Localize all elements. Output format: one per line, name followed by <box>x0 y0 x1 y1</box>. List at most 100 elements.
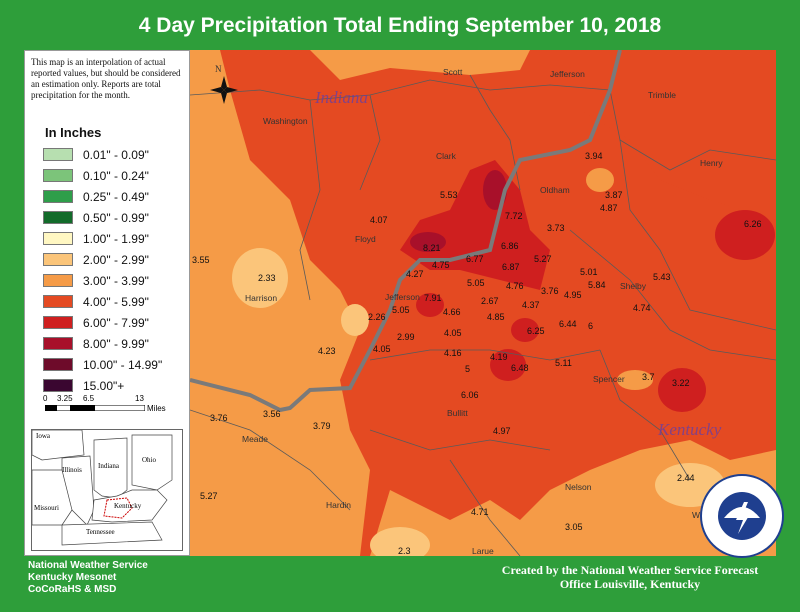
scale-tick-label: 3.25 <box>57 394 73 403</box>
precip-value: 5.27 <box>200 491 218 501</box>
scale-tick-label: 6.5 <box>83 394 95 403</box>
inset-state-label: Ohio <box>142 456 156 464</box>
scale-unit: Miles <box>147 404 166 413</box>
precip-value: 6.86 <box>501 241 519 251</box>
credit-line: Kentucky Mesonet <box>28 572 117 583</box>
county-label: Harrison <box>245 293 278 303</box>
legend-label: 0.01" - 0.09" <box>83 147 149 162</box>
county-label: Shelby <box>620 281 646 291</box>
precip-value: 5.01 <box>580 267 598 277</box>
precip-value: 6.48 <box>511 363 529 373</box>
legend-label: 4.00" - 5.99" <box>83 294 149 309</box>
county-label: Meade <box>242 434 268 444</box>
inset-state-label: Tennessee <box>86 528 115 536</box>
zone-6-spencer <box>658 368 706 412</box>
precip-value: 4.37 <box>522 300 540 310</box>
locator-inset-map: Iowa Illinois Indiana Ohio Missouri Kent… <box>31 429 183 551</box>
precipitation-map: N Indiana Kentucky Scott Jefferson Trimb… <box>190 50 776 556</box>
precip-value: 4.95 <box>564 290 582 300</box>
zone-6-west <box>416 293 444 317</box>
precip-value: 2.33 <box>258 273 276 283</box>
legend-row: 10.00" - 14.99" <box>43 357 162 372</box>
precip-value: 5.43 <box>653 272 671 282</box>
precip-value: 4.76 <box>506 281 524 291</box>
precip-value: 4.05 <box>444 328 462 338</box>
precip-value: 2.99 <box>397 332 415 342</box>
precip-value: 6.87 <box>502 262 520 272</box>
precip-value: 3.94 <box>585 151 603 161</box>
county-label: Hardin <box>326 500 352 510</box>
legend-label: 15.00"+ <box>83 378 125 393</box>
precip-value: 3.87 <box>605 190 623 200</box>
precip-value: 6 <box>588 321 594 331</box>
zone-3-spencer <box>617 370 653 390</box>
precip-value: 2.3 <box>398 546 411 556</box>
zone-6-core <box>400 160 550 290</box>
precip-value: 4.71 <box>471 507 489 517</box>
legend-row: 8.00" - 9.99" <box>43 336 149 351</box>
precip-value: 4.23 <box>318 346 336 356</box>
zone-3-west <box>190 50 370 556</box>
legend-label: 8.00" - 9.99" <box>83 336 149 351</box>
inset-state-label: Illinois <box>62 466 82 474</box>
county-label: Jefferson <box>550 69 585 79</box>
precip-value: 5 <box>465 364 471 374</box>
precip-value: 4.97 <box>493 426 511 436</box>
precip-value: 6.44 <box>559 319 577 329</box>
precip-value: 3.56 <box>263 409 281 419</box>
county-label: Trimble <box>648 90 677 100</box>
precip-value: 4.75 <box>432 260 450 270</box>
zone-2-larue <box>370 527 430 556</box>
precip-value: 4.87 <box>600 203 618 213</box>
zone-3-oldham <box>586 168 614 192</box>
precip-value: 3.73 <box>547 223 565 233</box>
legend-row: 0.50" - 0.99" <box>43 210 149 225</box>
legend-swatch <box>43 316 73 329</box>
precip-value: 3.22 <box>672 378 690 388</box>
precip-value: 2.44 <box>677 473 695 483</box>
disclaimer-text: This map is an interpolation of actual r… <box>31 57 181 100</box>
legend-swatch <box>43 211 73 224</box>
county-label: Jefferson <box>385 292 420 302</box>
kentucky-state-label: Kentucky <box>658 420 722 439</box>
precip-value: 4.19 <box>490 352 508 362</box>
credits-right: Created by the National Weather Service … <box>460 563 800 591</box>
precip-value: 5.27 <box>534 254 552 264</box>
ohio-river <box>190 50 622 413</box>
legend-swatch <box>43 337 73 350</box>
inset-state-label: Missouri <box>34 504 59 512</box>
legend-title: In Inches <box>45 125 102 140</box>
county-label: Floyd <box>355 234 376 244</box>
legend-row: 15.00"+ <box>43 378 124 393</box>
precip-value: 4.07 <box>370 215 388 225</box>
precip-value: 7.91 <box>424 293 442 303</box>
precip-value: 2.67 <box>481 296 499 306</box>
zone-3-north <box>310 50 530 80</box>
precip-value: 3.76 <box>210 413 228 423</box>
legend-swatch <box>43 148 73 161</box>
credit-line: National Weather Service <box>28 560 148 571</box>
nws-logo <box>700 474 784 558</box>
precip-value: 6.77 <box>466 254 484 264</box>
legend-row: 0.25" - 0.49" <box>43 189 149 204</box>
north-arrow <box>210 76 238 104</box>
precip-value: 4.74 <box>633 303 651 313</box>
legend-label: 3.00" - 3.99" <box>83 273 149 288</box>
precip-value: 5.05 <box>392 305 410 315</box>
precip-value: 5.11 <box>555 358 572 368</box>
legend-label: 0.50" - 0.99" <box>83 210 149 225</box>
inset-map-graphic <box>31 429 173 546</box>
precip-value: 4.16 <box>444 348 462 358</box>
county-label: Spencer <box>593 374 625 384</box>
precip-value: 3.76 <box>541 286 559 296</box>
inset-state-label: Indiana <box>98 462 119 470</box>
credits-left: National Weather Service Kentucky Mesone… <box>28 560 148 596</box>
precip-value: 6.26 <box>744 219 762 229</box>
county-label: Oldham <box>540 185 570 195</box>
county-label: Nelson <box>565 482 592 492</box>
zone-2-jefferson <box>341 304 369 336</box>
county-label: Clark <box>436 151 456 161</box>
precip-value: 8.21 <box>423 243 441 253</box>
precip-value: 5.84 <box>588 280 606 290</box>
legend-label: 2.00" - 2.99" <box>83 252 149 267</box>
